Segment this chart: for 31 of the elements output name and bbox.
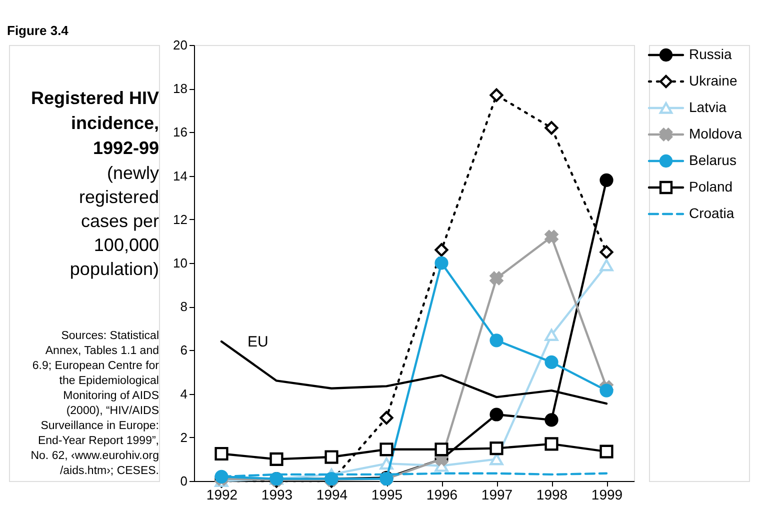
y-tick-label: 2: [180, 430, 188, 445]
x-tick-label: 1992: [206, 486, 238, 502]
y-tick-label: 18: [173, 81, 188, 96]
x-tick-label: 1995: [371, 486, 403, 502]
y-tick-label: 16: [173, 124, 188, 140]
x-tick-label: 1996: [426, 486, 458, 502]
y-tick-label: 10: [173, 256, 188, 270]
x-tick-label: 1997: [481, 486, 513, 502]
legend-label: Moldova: [689, 126, 742, 142]
text: Registered HIV incidence, 1992-99: [30, 88, 159, 158]
text: Sources: Statistical Annex, Tables 1.1 and 6.9; European Centre for the Epidemiological Monitoring of AIDS (2000), “HIV/AIDS Surveillance in Europe: End-Year Report 1999”, No. 62, ‹www.eurohiv.org/aids.htm›; CESES.: [30, 330, 159, 477]
y-tick-label: 12: [173, 212, 188, 227]
legend-label: Latvia: [689, 99, 727, 115]
legend-label: Poland: [689, 178, 733, 194]
x-tick-label: 1993: [261, 486, 293, 502]
y-tick-label: 6: [180, 342, 188, 358]
y-tick-label: 8: [180, 299, 188, 314]
legend-label: Belarus: [689, 152, 736, 168]
x-tick-label: 1998: [536, 486, 568, 502]
y-tick-label: 4: [180, 386, 188, 402]
x-tick-label: 1994: [316, 486, 348, 502]
annotation: EU: [248, 333, 268, 350]
legend-label: Croatia: [689, 205, 734, 221]
y-tick-label: 14: [173, 168, 188, 184]
y-tick-label: 0: [180, 474, 188, 488]
caption: Figure 3.4: [7, 23, 70, 38]
y-tick-label: 20: [173, 38, 188, 52]
text: (newly registered cases per 100,000 population): [70, 163, 159, 279]
legend-label: Ukraine: [689, 72, 738, 88]
x-tick-label: 1999: [591, 486, 623, 502]
legend-label: Russia: [689, 46, 732, 62]
